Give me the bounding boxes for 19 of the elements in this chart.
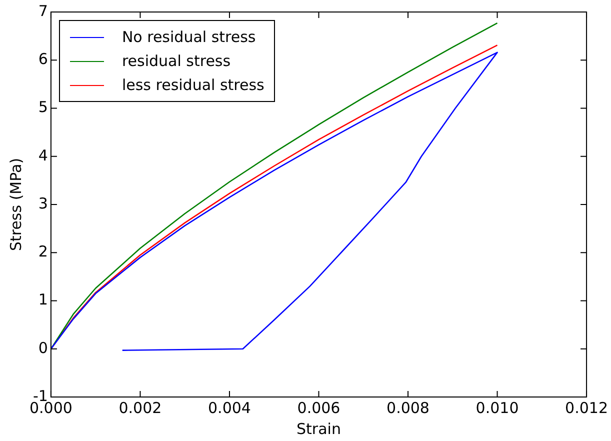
y-axis-title: Stress (MPa) [6, 158, 25, 252]
x-tick-label: 0.010 [476, 398, 519, 417]
x-tick-label: 0.004 [208, 398, 251, 417]
x-tick-label: 0.008 [386, 398, 430, 417]
y-tick-label: 5 [38, 98, 48, 116]
y-tick-label: 7 [38, 2, 48, 20]
y-tick-label: 0 [38, 338, 48, 357]
y-tick-label: 4 [38, 146, 48, 164]
legend-label: less residual stress [122, 76, 264, 94]
y-tick-label: 3 [38, 194, 48, 212]
x-axis-title: Strain [296, 420, 341, 438]
y-tick-label: 2 [38, 242, 48, 261]
x-tick-label: 0.002 [118, 398, 162, 417]
legend-label: residual stress [122, 52, 231, 70]
y-tick-label: 1 [38, 290, 48, 309]
legend-label: No residual stress [122, 28, 256, 46]
x-tick-label: 0.006 [297, 398, 340, 417]
x-tick-label: 0.012 [565, 398, 608, 417]
y-tick-label: 6 [38, 50, 48, 68]
